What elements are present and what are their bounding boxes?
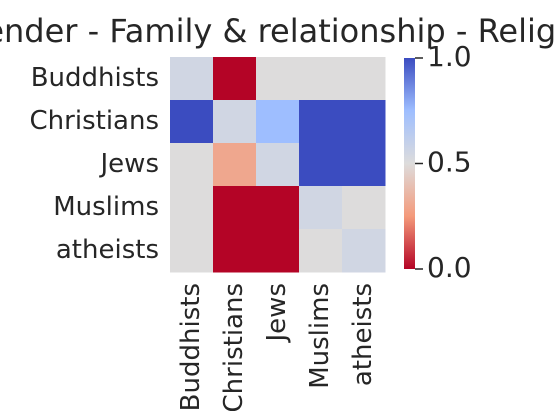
heatmap-cell-3-4 [342,186,386,230]
column-label: Buddhists [176,283,206,411]
heatmap-cells [170,57,386,273]
row-labels: Buddhists Christians Jews Muslims atheists [30,63,159,265]
colorbar: 0.0 0.5 1.0 [404,40,472,284]
heatmap-cell-0-2 [256,57,300,101]
colorbar-ticks: 0.0 0.5 1.0 [415,40,472,284]
heatmap-cell-2-2 [256,143,300,187]
row-label: atheists [56,235,159,265]
heatmap-cell-2-1 [213,143,257,187]
heatmap-cell-1-0 [170,100,214,144]
colorbar-tick-label: 1.0 [427,40,472,73]
row-label: Muslims [53,192,159,222]
chart-title: blender - Family & relationship - Religi… [0,12,557,50]
heatmap-cell-1-2 [256,100,300,144]
column-label: atheists [348,283,378,386]
heatmap-cell-1-3 [299,100,343,144]
heatmap-cell-3-1 [213,186,257,230]
heatmap-cell-4-1 [213,229,257,273]
row-label: Christians [30,106,159,136]
heatmap-cell-0-0 [170,57,214,101]
column-label: Jews [262,283,292,343]
heatmap-cell-4-2 [256,229,300,273]
column-label: Christians [219,283,249,412]
heatmap-cell-2-4 [342,143,386,187]
heatmap-cell-0-1 [213,57,257,101]
heatmap-cell-1-1 [213,100,257,144]
heatmap-cell-2-0 [170,143,214,187]
column-labels: Buddhists Christians Jews Muslims atheists [176,283,378,412]
row-label: Buddhists [31,63,159,93]
heatmap-cell-3-3 [299,186,343,230]
heatmap-cell-4-3 [299,229,343,273]
colorbar-gradient [404,58,415,269]
column-label: Muslims [305,283,335,389]
colorbar-tick-label: 0.5 [427,146,472,179]
heatmap-cell-4-4 [342,229,386,273]
heatmap-cell-2-3 [299,143,343,187]
heatmap-cell-0-4 [342,57,386,101]
heatmap-cell-0-3 [299,57,343,101]
heatmap-cell-4-0 [170,229,214,273]
heatmap-cell-3-2 [256,186,300,230]
heatmap-cell-3-0 [170,186,214,230]
row-label: Jews [99,149,159,179]
colorbar-tick-label: 0.0 [427,251,472,284]
heatmap-cell-1-4 [342,100,386,144]
